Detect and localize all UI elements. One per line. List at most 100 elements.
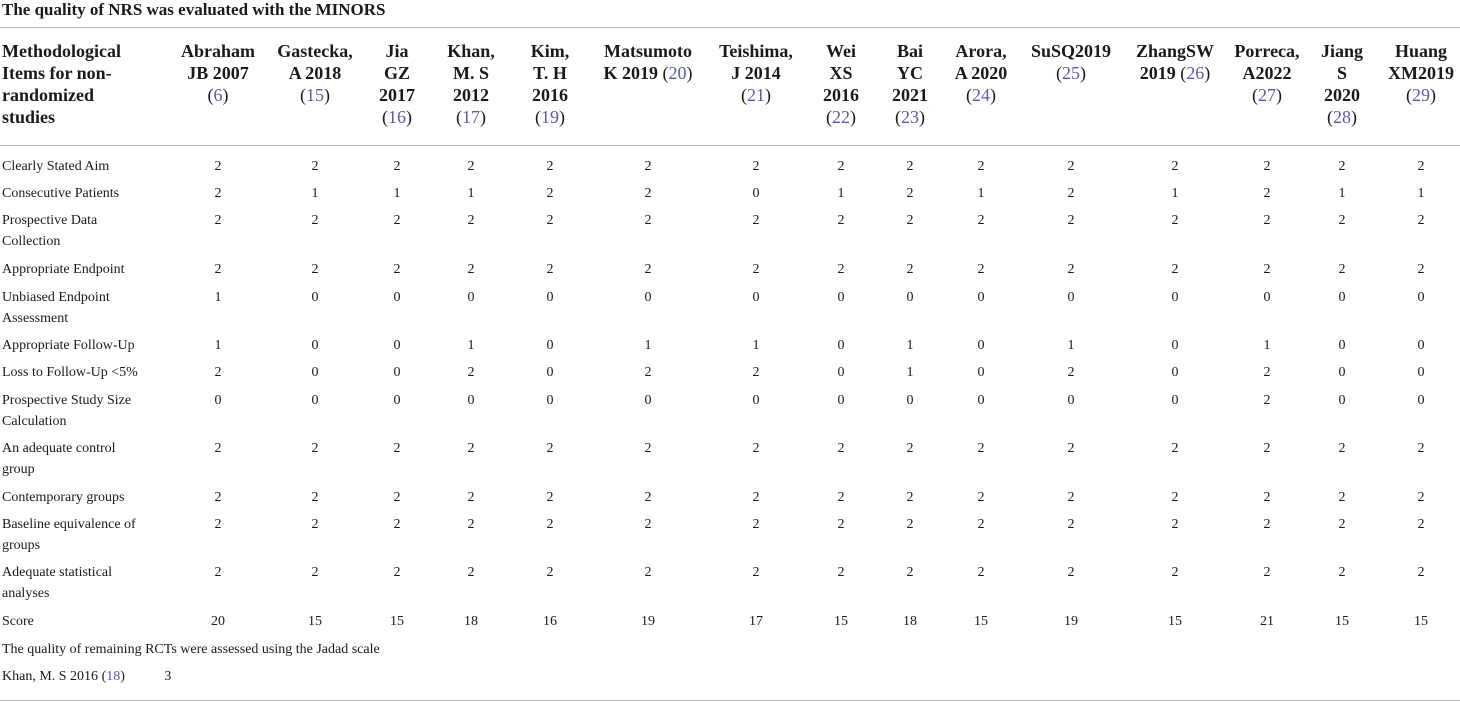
table-cell: 18 xyxy=(464,614,478,629)
table-cell: 2 xyxy=(467,565,475,580)
row-label: Prospective Study Size Calculation xyxy=(2,390,172,432)
table-cell: 2 xyxy=(1338,490,1346,505)
column-header: ZhangSW 2019 (26) xyxy=(1125,40,1225,84)
row-label: Unbiased Endpoint Assessment xyxy=(2,287,172,329)
table-cell: 2 xyxy=(644,517,652,532)
top-rule xyxy=(0,27,1460,28)
table-cell: 2 xyxy=(467,517,475,532)
jadad-row: Khan, M. S 2016 (18) 3 xyxy=(2,669,172,684)
table-cell: 2 xyxy=(752,441,760,456)
column-header-ref-line: (16) xyxy=(382,107,412,127)
table-cell: 2 xyxy=(752,565,760,580)
reference-link[interactable]: 6 xyxy=(213,85,223,105)
row-label-line: Appropriate Endpoint xyxy=(2,262,125,277)
reference-link[interactable]: 28 xyxy=(1333,107,1351,127)
table-cell: 2 xyxy=(644,565,652,580)
header-line: Items for non- xyxy=(2,63,112,83)
column-header-line: XS xyxy=(829,63,853,83)
table-cell: 2 xyxy=(1417,441,1425,456)
reference-link[interactable]: 16 xyxy=(388,107,406,127)
table-cell: 2 xyxy=(837,565,845,580)
table-caption: The quality of NRS was evaluated with th… xyxy=(2,0,386,19)
column-header-line: A 2020 xyxy=(954,63,1008,83)
table-cell: 0 xyxy=(977,393,985,408)
table-cell: 0 xyxy=(752,290,760,305)
table-cell: 1 xyxy=(1417,186,1425,201)
table-cell: 2 xyxy=(546,517,554,532)
table-cell: 2 xyxy=(467,441,475,456)
table-cell: 2 xyxy=(1417,490,1425,505)
column-header: Kim, T. H 2016 (19) xyxy=(520,40,580,128)
table-cell: 2 xyxy=(1263,565,1271,580)
reference-link[interactable]: 20 xyxy=(668,63,687,83)
column-header: SuSQ2019 (25) xyxy=(1023,40,1119,84)
reference-link[interactable]: 21 xyxy=(747,85,765,105)
table-cell: 2 xyxy=(311,262,319,277)
table-cell: 2 xyxy=(1263,365,1271,380)
table-cell: 2 xyxy=(1417,517,1425,532)
table-cell: 2 xyxy=(977,565,985,580)
row-label-line: Clearly Stated Aim xyxy=(2,159,110,174)
table-cell: 2 xyxy=(467,262,475,277)
table-cell: 2 xyxy=(1171,159,1179,174)
table-cell: 2 xyxy=(977,159,985,174)
table-cell: 2 xyxy=(1171,213,1179,228)
table-cell: 2 xyxy=(1067,517,1075,532)
column-header-line: T. H xyxy=(533,63,567,83)
reference-link[interactable]: 27 xyxy=(1258,85,1276,105)
table-cell: 2 xyxy=(546,262,554,277)
column-header-line: Jiang xyxy=(1320,41,1363,61)
reference-link[interactable]: 29 xyxy=(1412,85,1430,105)
table-cell: 1 xyxy=(467,338,475,353)
bottom-rule xyxy=(0,700,1460,701)
column-header: Bai YC 2021 (23) xyxy=(885,40,935,128)
reference-link[interactable]: 22 xyxy=(832,107,850,127)
table-cell: 1 xyxy=(1263,338,1271,353)
column-header-line: 2016 xyxy=(823,85,859,105)
table-cell: 0 xyxy=(1067,393,1075,408)
table-cell: 2 xyxy=(906,517,914,532)
row-label-line: Baseline equivalence of xyxy=(2,517,136,532)
table-cell: 2 xyxy=(467,490,475,505)
column-header-line: S xyxy=(1336,63,1347,83)
reference-link[interactable]: 15 xyxy=(306,85,324,105)
column-header-line: SuSQ2019 xyxy=(1030,41,1112,61)
jadad-row-value: 3 xyxy=(164,669,172,684)
table-cell: 2 xyxy=(837,517,845,532)
table-cell: 2 xyxy=(1067,441,1075,456)
row-label: Prospective Data Collection xyxy=(2,210,172,252)
reference-link[interactable]: 23 xyxy=(901,107,919,127)
table-cell: 2 xyxy=(1338,441,1346,456)
reference-link[interactable]: 17 xyxy=(462,107,480,127)
table-cell: 2 xyxy=(214,365,222,380)
table-cell: 0 xyxy=(644,393,652,408)
table-cell: 2 xyxy=(214,565,222,580)
column-header-line: Matsumoto xyxy=(604,41,692,61)
reference-link[interactable]: 25 xyxy=(1062,63,1080,83)
table-cell: 2 xyxy=(214,490,222,505)
reference-link[interactable]: 19 xyxy=(541,107,559,127)
jadad-row-ref[interactable]: 18 xyxy=(106,669,121,684)
column-header-line: Porreca, xyxy=(1234,41,1300,61)
column-header-line: ZhangSW xyxy=(1135,41,1215,61)
reference-link[interactable]: 26 xyxy=(1186,63,1205,83)
reference-link[interactable]: 24 xyxy=(972,85,990,105)
row-label-line: Prospective Study Size xyxy=(2,393,132,408)
table-cell: 2 xyxy=(1417,262,1425,277)
table-cell: 2 xyxy=(214,159,222,174)
table-cell: 2 xyxy=(1338,517,1346,532)
column-header-ref-line: (24) xyxy=(966,85,996,105)
table-cell: 0 xyxy=(1263,290,1271,305)
table-cell: 2 xyxy=(837,490,845,505)
table-cell: 2 xyxy=(644,186,652,201)
row-label-line: Loss to Follow-Up <5% xyxy=(2,365,138,380)
table-cell: 2 xyxy=(752,262,760,277)
column-header-ref-line: (19) xyxy=(535,107,565,127)
row-label-line: group xyxy=(2,462,35,477)
table-cell: 0 xyxy=(1417,393,1425,408)
table-cell: 2 xyxy=(393,159,401,174)
table-cell: 2 xyxy=(546,490,554,505)
table-cell: 2 xyxy=(644,213,652,228)
column-header: Teishima, J 2014 (21) xyxy=(704,40,808,106)
table-cell: 2 xyxy=(1417,565,1425,580)
